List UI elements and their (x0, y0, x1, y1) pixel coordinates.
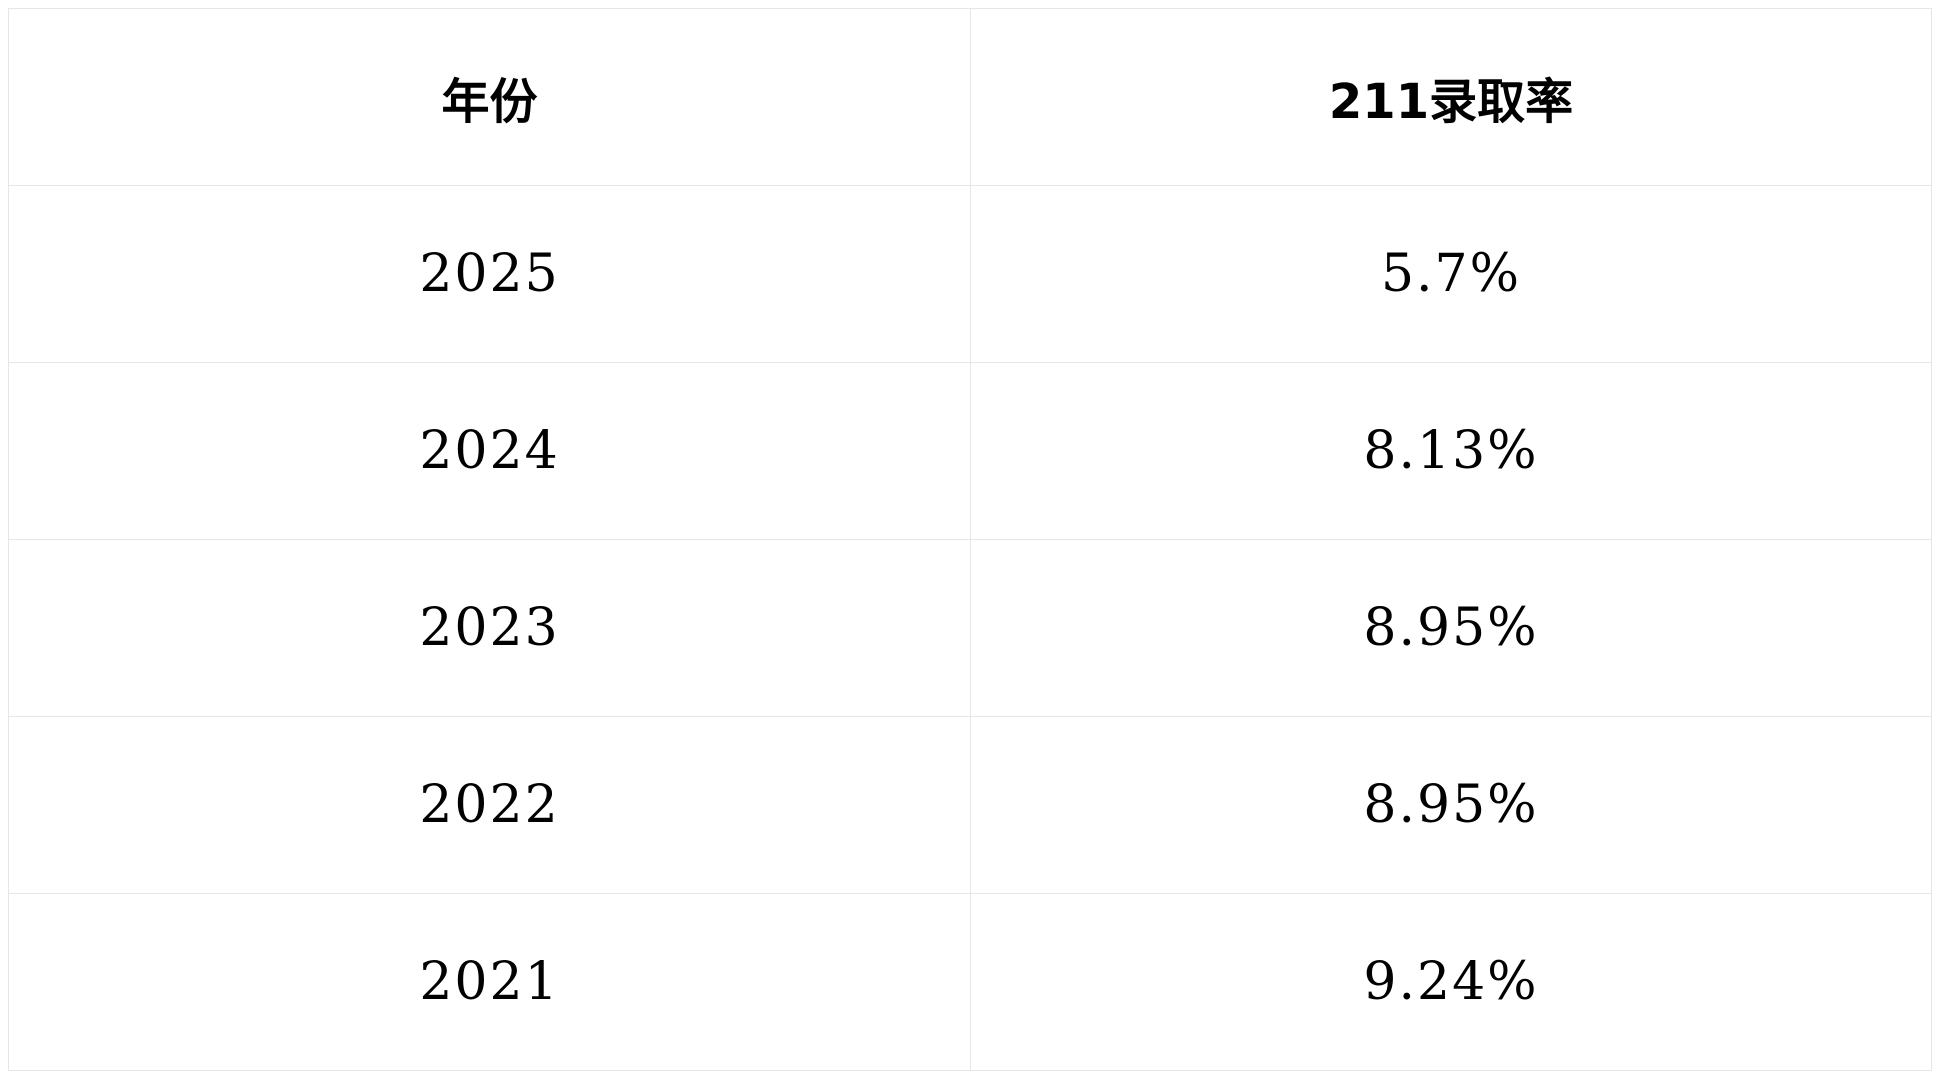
header-year: 年份 (8, 8, 971, 186)
admission-rate-table: 年份 211录取率 2025 5.7% 2024 8.13% 2023 8.95… (8, 8, 1932, 1071)
table-header-row: 年份 211录取率 (8, 8, 1932, 186)
cell-year: 2022 (8, 716, 971, 894)
cell-year: 2025 (8, 185, 971, 363)
table-row: 2024 8.13% (8, 362, 1932, 540)
table-row: 2021 9.24% (8, 893, 1932, 1071)
header-rate: 211录取率 (970, 8, 1932, 186)
cell-year: 2021 (8, 893, 971, 1071)
cell-rate: 5.7% (970, 185, 1932, 363)
table-row: 2023 8.95% (8, 539, 1932, 717)
cell-rate: 8.13% (970, 362, 1932, 540)
cell-rate: 8.95% (970, 539, 1932, 717)
cell-year: 2024 (8, 362, 971, 540)
cell-year: 2023 (8, 539, 971, 717)
cell-rate: 8.95% (970, 716, 1932, 894)
table-row: 2022 8.95% (8, 716, 1932, 894)
table-row: 2025 5.7% (8, 185, 1932, 363)
cell-rate: 9.24% (970, 893, 1932, 1071)
